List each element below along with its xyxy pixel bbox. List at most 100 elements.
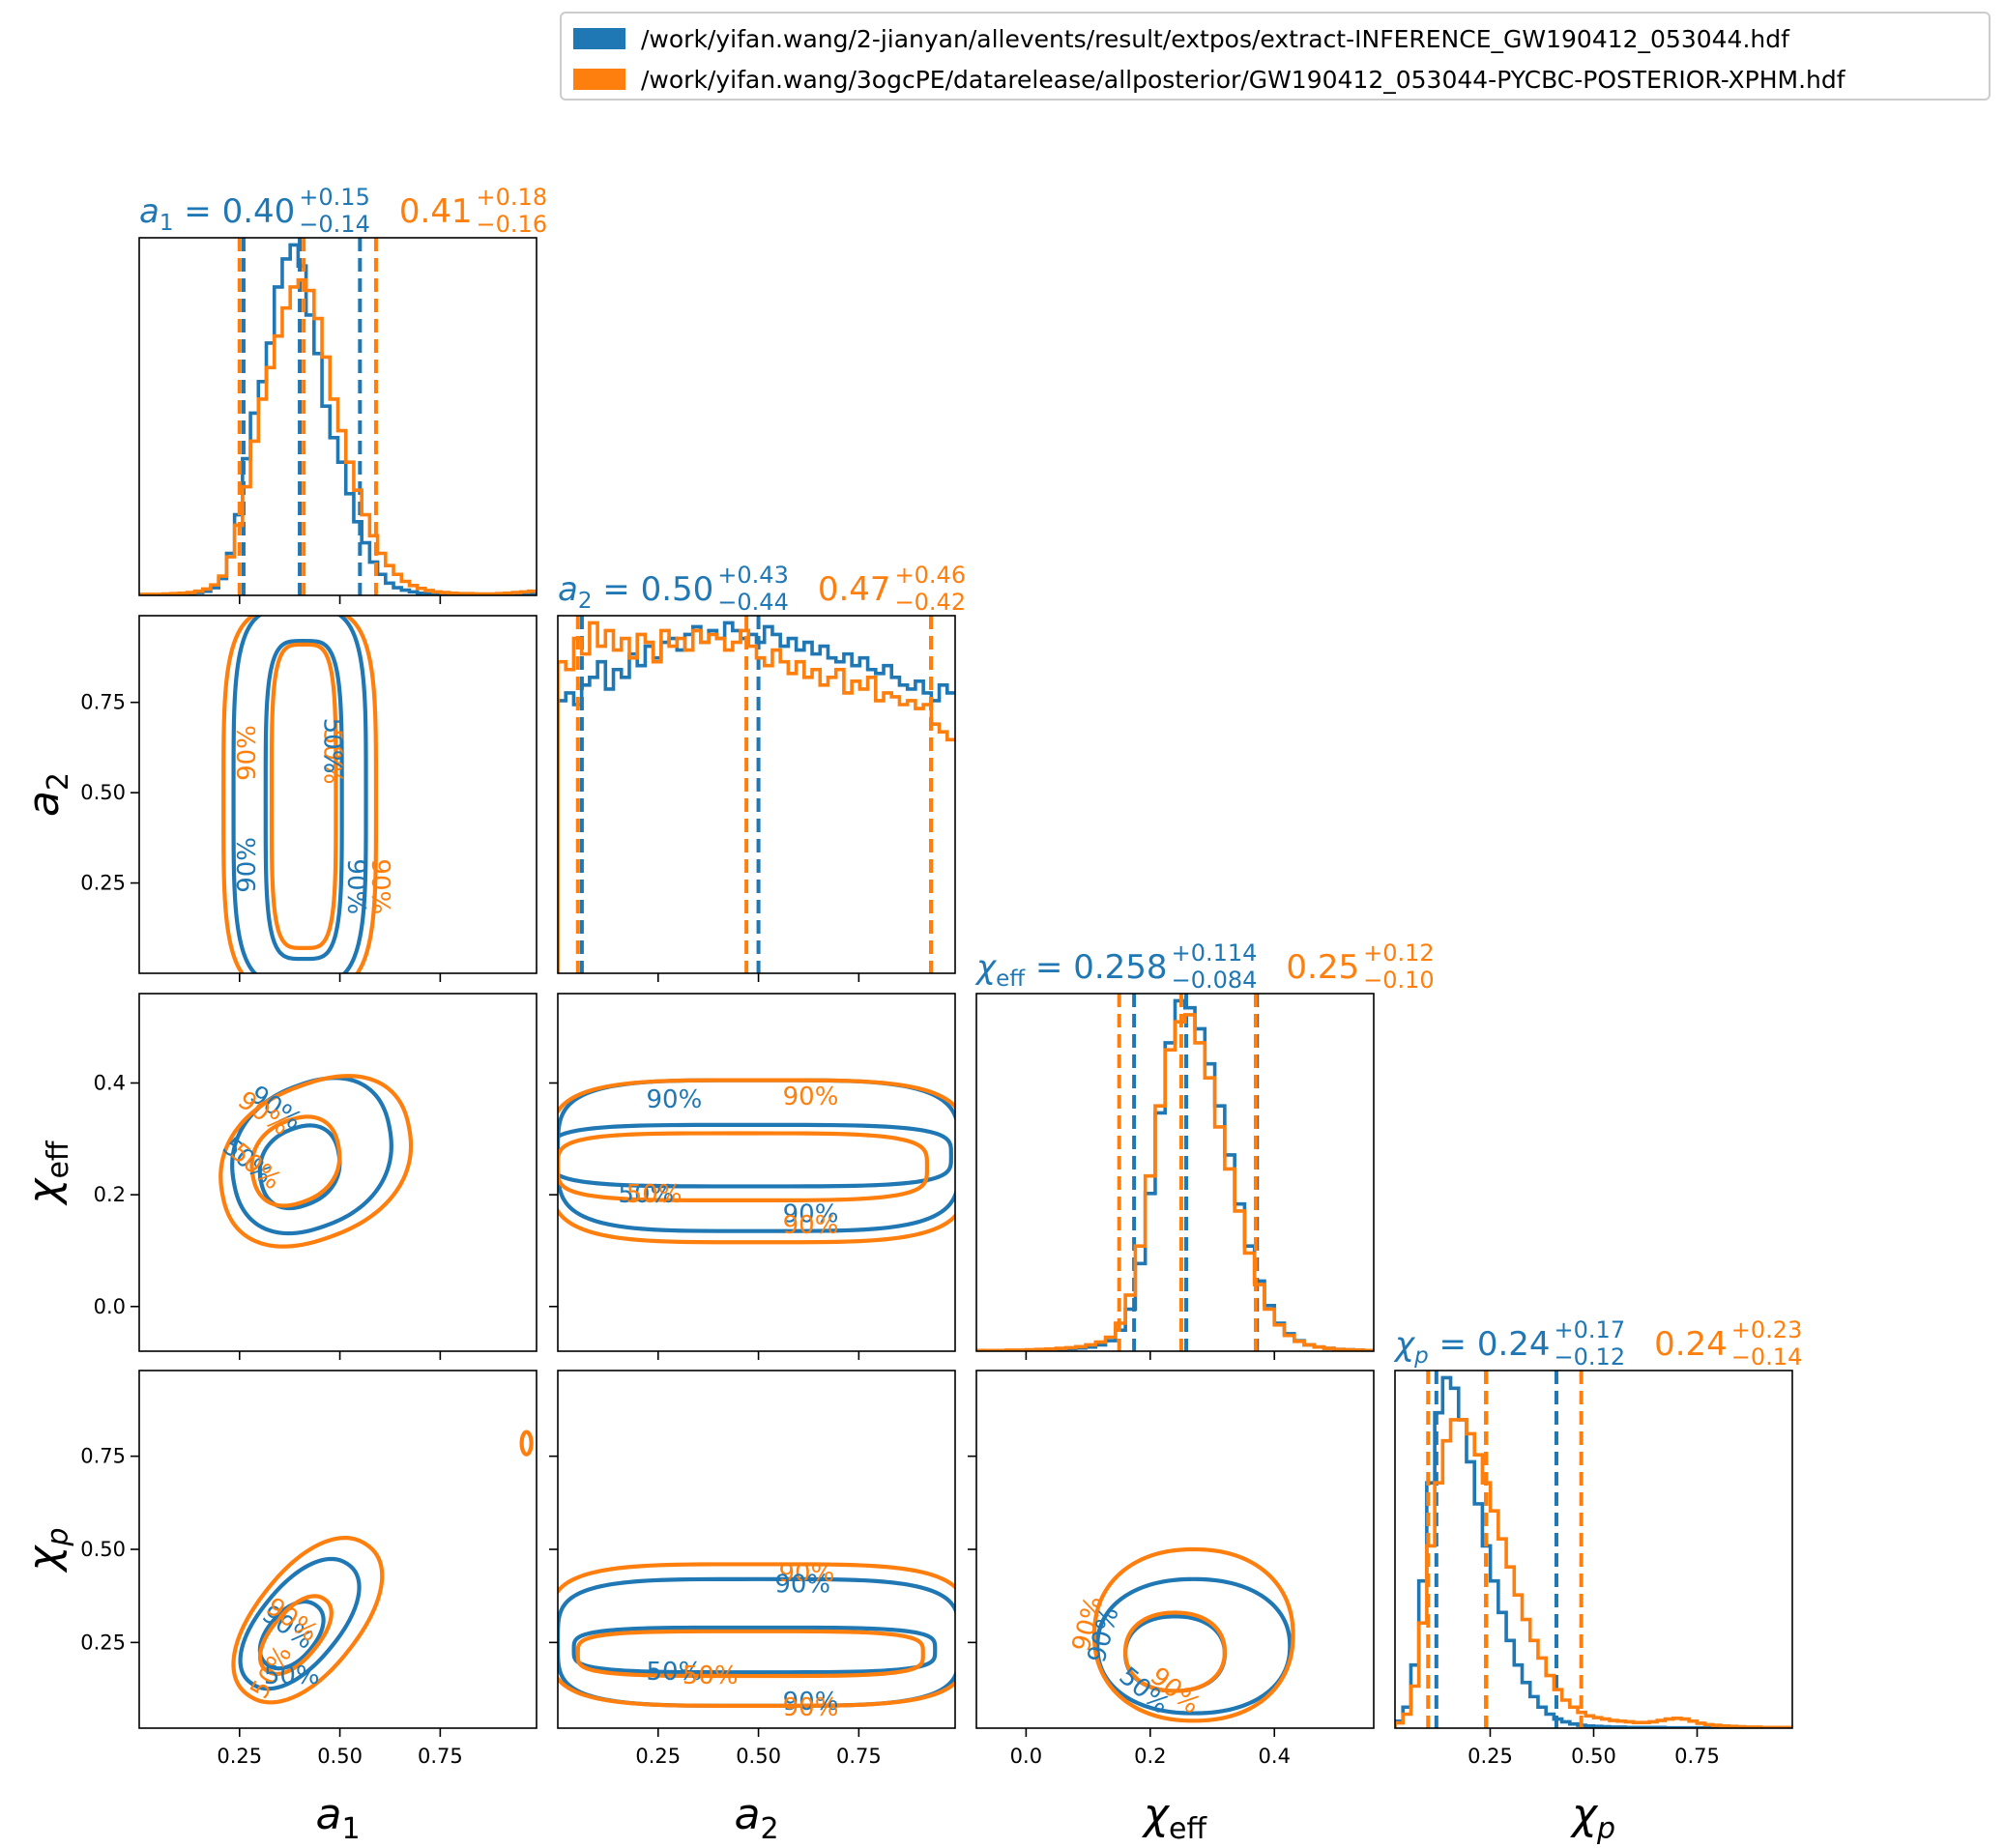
y-tick-label: 0.50 (80, 781, 126, 804)
hist-panel-a1 (139, 238, 537, 595)
x-axis-label-chi_p: χp (1570, 1790, 1615, 1846)
title-minus-orange: −0.14 (1731, 1343, 1803, 1371)
contour-blue-level50 (263, 639, 344, 962)
contour-orange-level50 (575, 1629, 925, 1679)
x-tick-label: 0.2 (1134, 1745, 1166, 1768)
title-minus-orange: −0.16 (477, 211, 548, 238)
title-a2: a2 = 0.50 (558, 570, 713, 614)
y-axis-label-chi_eff: χeff (19, 1140, 75, 1206)
contour-orange-level90 (1091, 1546, 1295, 1723)
title-minus-blue: −0.44 (717, 589, 789, 616)
panel-frame (138, 993, 538, 1352)
x-tick-label: 0.25 (1467, 1745, 1513, 1768)
contour-panel-a2-vs-a1: 90% 50%50%90% 90%90% (221, 616, 394, 973)
contour-label-orange: 90% (365, 858, 394, 914)
x-tick-label: 0.50 (736, 1745, 781, 1768)
contour-orange-level50 (1123, 1610, 1227, 1693)
y-tick-label: 0.50 (80, 1538, 126, 1561)
contour-label-orange: 50% (626, 1180, 683, 1209)
contour-blue-level50 (558, 1122, 953, 1189)
contour-label-orange: 90% (233, 725, 262, 781)
contour-label-blue: 50% (646, 1658, 702, 1687)
contour-blue-level50 (257, 1123, 342, 1211)
contour-label-orange: 50% (683, 1661, 739, 1690)
x-tick-label: 0.75 (418, 1745, 463, 1768)
hist-panel-a2 (558, 616, 955, 973)
title-plus-orange: +0.23 (1731, 1316, 1803, 1343)
hist-blue-a2 (558, 621, 955, 973)
legend-label-orange: /work/yifan.wang/3ogcPE/datarelease/allp… (641, 65, 1845, 94)
x-tick-label: 0.75 (836, 1745, 882, 1768)
x-axis-label-a2: a2 (734, 1790, 778, 1846)
hist-panel-chi_eff (976, 994, 1374, 1351)
title-median-orange: 0.41 (399, 192, 473, 231)
contour-label-blue: 90% (341, 858, 370, 914)
y-tick-label: 0.75 (80, 1445, 126, 1468)
x-tick-label: 0.75 (1674, 1745, 1720, 1768)
y-tick-label: 0.2 (94, 1183, 126, 1206)
x-axis-label-a1: a1 (315, 1790, 360, 1846)
contour-orange-level50 (269, 642, 338, 950)
y-tick-label: 0.0 (94, 1295, 126, 1318)
title-plus-orange: +0.12 (1363, 939, 1435, 967)
panel-frame (557, 993, 956, 1352)
contour-label-blue: 50% (317, 718, 346, 774)
x-axis-label-chi_eff: χeff (1142, 1790, 1208, 1846)
contour-orange-level50 (249, 1114, 342, 1208)
contour-blue-level50 (571, 1625, 938, 1675)
legend: /work/yifan.wang/2-jianyan/allevents/res… (560, 12, 1990, 101)
contour-label-orange: 90% (783, 1693, 839, 1722)
legend-entry-orange: /work/yifan.wang/3ogcPE/datarelease/allp… (573, 60, 1845, 99)
contour-orange-level90 (558, 1562, 955, 1708)
x-tick-label: 0.25 (217, 1745, 262, 1768)
hist-panel-chi_p (1395, 1371, 1792, 1728)
contour-label-blue: 90% (233, 837, 262, 893)
x-tick-label: 0.50 (317, 1745, 363, 1768)
legend-label-blue: /work/yifan.wang/2-jianyan/allevents/res… (641, 24, 1789, 53)
title-a1: a1 = 0.40 (139, 192, 295, 236)
title-minus-blue: −0.12 (1555, 1343, 1626, 1371)
hist-orange-a1 (139, 277, 537, 595)
title-minus-blue: −0.14 (299, 211, 370, 238)
contour-label-orange: 90% (783, 1083, 839, 1112)
x-tick-label: 0.25 (635, 1745, 681, 1768)
contour-label-blue: 90% (783, 1688, 839, 1717)
contour-panel-chi_p-vs-chi_eff: 90%90%50%90% (1067, 1546, 1295, 1723)
panel-frame (1394, 1370, 1793, 1729)
contour-label-orange: 90% (783, 1211, 839, 1240)
title-plus-orange: +0.18 (477, 184, 548, 211)
contour-orange-level90 (558, 1078, 955, 1245)
title-plus-blue: +0.43 (717, 562, 789, 589)
title-minus-orange: −0.42 (895, 589, 967, 616)
legend-swatch-blue (573, 28, 625, 49)
y-axis-label-chi_p: χp (19, 1527, 75, 1573)
contour-label-blue: 50% (618, 1180, 674, 1209)
contour-label-blue: 90% (646, 1085, 702, 1114)
y-tick-label: 0.75 (80, 691, 126, 714)
contour-blue-level90 (231, 616, 368, 973)
panel-frame (138, 615, 538, 974)
panel-frame (138, 237, 538, 596)
panel-frame (557, 615, 956, 974)
title-plus-blue: +0.114 (1172, 939, 1258, 967)
contour-panel-chi_eff-vs-a2: 90% 90%50%50%90%90% (558, 1078, 955, 1245)
hist-orange-chi_p (1395, 1418, 1792, 1728)
contour-orange-level50 (257, 1594, 334, 1677)
title-minus-blue: −0.084 (1172, 967, 1258, 994)
contour-label-blue: 50% (264, 1661, 320, 1690)
panel-frame (138, 1370, 538, 1729)
title-median-orange: 0.24 (1654, 1325, 1728, 1364)
y-axis-label-a2: a2 (19, 772, 75, 817)
contour-blue-level90 (230, 1076, 393, 1236)
title-median-orange: 0.25 (1286, 948, 1359, 987)
title-minus-orange: −0.10 (1363, 967, 1435, 994)
x-tick-label: 0.0 (1010, 1745, 1042, 1768)
hist-blue-chi_p (1395, 1375, 1792, 1728)
contour-blue-level90 (1095, 1576, 1293, 1716)
y-tick-label: 0.25 (80, 872, 126, 895)
contour-blue-level90 (558, 1576, 955, 1708)
contour-orange-level50 (558, 1131, 930, 1203)
x-tick-label: 0.4 (1259, 1745, 1291, 1768)
hist-orange-chi_eff (976, 1013, 1374, 1351)
